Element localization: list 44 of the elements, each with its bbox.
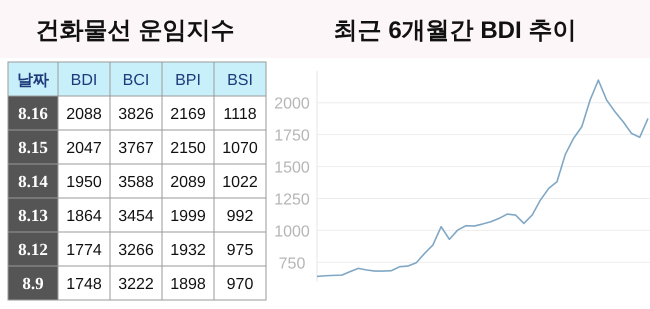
y-tick-label: 1250 [274, 191, 310, 208]
y-axis-title: 날짜 [17, 72, 49, 89]
y-tick-label: 1500 [274, 160, 310, 177]
data-label: 1118 [223, 106, 257, 123]
data-label: 1999 [170, 208, 206, 225]
data-label: 3266 [118, 242, 154, 259]
data-label: 1748 [66, 276, 102, 293]
y-tick-label: 8.16 [18, 104, 48, 123]
x-tick-label: BDI [70, 72, 98, 89]
data-label: 2169 [170, 106, 206, 123]
data-label: 3588 [118, 174, 154, 191]
y-tick-label: 2000 [274, 96, 310, 113]
y-tick-label: 8.15 [18, 138, 48, 157]
data-label: 975 [226, 242, 254, 259]
y-tick-label: 8.14 [18, 172, 48, 191]
y-tick-label: 8.13 [18, 206, 48, 225]
data-label: 3767 [118, 140, 154, 157]
data-label: 992 [226, 208, 254, 225]
y-tick-label: 8.12 [18, 240, 48, 259]
y-tick-label: 1750 [274, 128, 310, 145]
data-label: 3222 [118, 276, 154, 293]
data-label: 1950 [66, 174, 102, 191]
data-label: 3454 [118, 208, 154, 225]
data-label: 1022 [222, 174, 258, 191]
data-label: 2047 [66, 140, 102, 157]
data-label: 1898 [170, 276, 206, 293]
y-tick-label: 1000 [274, 223, 310, 240]
line-series [316, 79, 649, 278]
data-label: 1932 [170, 242, 206, 259]
x-tick-label: BSI [227, 72, 253, 89]
data-label: 3826 [118, 106, 154, 123]
data-label: 1070 [222, 140, 258, 157]
data-label: 970 [226, 276, 254, 293]
x-tick-label: BPI [175, 72, 201, 89]
data-label: 1864 [66, 208, 102, 225]
data-label: 1774 [66, 242, 102, 259]
chart-title: 최근 6개월간 BDI 추이 [334, 17, 576, 44]
data-label: 2150 [170, 140, 206, 157]
x-tick-label: BCI [122, 72, 150, 89]
data-label: 2088 [66, 106, 102, 123]
y-tick-label: 750 [278, 255, 306, 272]
data-label: 2089 [170, 174, 206, 191]
y-tick-label: 8.9 [22, 274, 44, 293]
chart-title: 건화물선 운임지수 [36, 17, 234, 44]
